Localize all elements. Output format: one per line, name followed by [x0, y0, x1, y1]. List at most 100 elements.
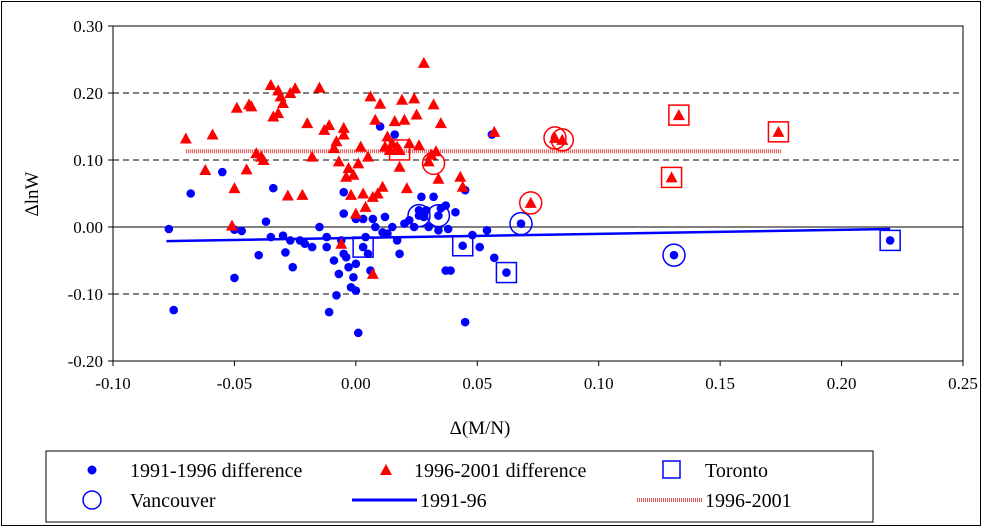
red-triangle [398, 113, 411, 125]
blue-dot [324, 307, 334, 317]
red-triangle [410, 108, 423, 120]
blue-dot [344, 262, 353, 272]
red-triangle [330, 135, 343, 147]
vancouver-circle [550, 128, 575, 152]
x-tick-label: 0.20 [827, 374, 857, 393]
red-triangle [245, 100, 258, 112]
red-triangle [277, 97, 289, 109]
blue-dot [383, 229, 392, 238]
red-triangle [352, 157, 365, 169]
red-triangle [206, 128, 219, 140]
legend-marker-red-triangle [380, 464, 392, 475]
legend-label-toronto: Toronto [705, 460, 768, 482]
red-triangle [306, 150, 319, 162]
x-tick-label: -0.05 [217, 374, 252, 393]
blue-dot [339, 187, 349, 197]
red-triangle [772, 125, 785, 137]
red-triangle [456, 180, 469, 192]
red-triangle [393, 143, 406, 155]
red-triangle [371, 187, 384, 199]
red-triangle [672, 109, 685, 121]
legend-marker-vancouver-circle [82, 490, 102, 510]
red-triangle [432, 172, 445, 184]
red-triangle [388, 115, 401, 127]
vancouver-circle [421, 151, 446, 176]
y-tick-label: 0.00 [73, 218, 103, 237]
red-triangle [335, 237, 348, 249]
red-triangle [337, 128, 350, 140]
x-tick-label: 0.00 [341, 374, 371, 393]
blue-dot [322, 232, 332, 242]
blue-dot [489, 253, 499, 263]
blue-dot [885, 236, 895, 245]
red-triangle [230, 101, 243, 113]
red-triangle [272, 107, 285, 119]
red-triangle [347, 168, 360, 180]
red-triangle [413, 139, 425, 151]
red-triangle [376, 180, 389, 192]
red-triangle [374, 97, 387, 109]
red-triangle [366, 267, 379, 279]
x-tick-label: 0.15 [705, 374, 735, 393]
blue-dot [358, 242, 368, 252]
blue-dot [268, 183, 278, 193]
blue-dot [443, 224, 453, 234]
red-triangle [369, 113, 382, 125]
blue-dot [164, 224, 174, 234]
red-triangle [289, 82, 302, 94]
y-tick-labels: 0.30 0.20 0.10 0.00 -0.10 -0.20 [68, 17, 103, 371]
red-triangle [264, 78, 277, 90]
legend: 1991-1996 difference 1996-2001 differenc… [82, 460, 792, 512]
blue-dot [475, 242, 485, 252]
red-triangle [301, 117, 314, 129]
red-triangle [267, 110, 280, 122]
toronto-square [668, 104, 690, 126]
red-triangle [417, 56, 430, 68]
red-triangle [281, 189, 294, 201]
y-tick-label: -0.20 [68, 352, 103, 371]
red-triangle [359, 200, 372, 212]
red-triangle [357, 187, 370, 199]
blue-dot [334, 269, 344, 279]
red-triangle [488, 125, 501, 137]
blue-dot [370, 222, 380, 232]
blue-dot [339, 209, 349, 218]
blue-dot [315, 222, 324, 232]
red-triangle [328, 141, 340, 153]
blue-dot [451, 207, 460, 217]
blue-dot [395, 249, 404, 259]
blue-dot [285, 236, 295, 245]
legend-label-1996-2001-difference: 1996-2001 difference [414, 460, 586, 482]
red-triangle [393, 160, 406, 172]
vancouver-circle [426, 203, 451, 228]
blue-dot [230, 273, 239, 283]
red-triangle [332, 155, 345, 167]
red-triangle [179, 132, 192, 144]
blue-dot [434, 211, 443, 220]
toronto-square [388, 139, 411, 161]
blue-dot [341, 252, 351, 262]
blue-dot [424, 222, 434, 232]
blue-dot [669, 250, 679, 260]
city-markers [352, 104, 901, 284]
blue-dot [434, 226, 443, 235]
grid-lines [108, 25, 964, 366]
red-triangle [354, 140, 367, 152]
blue-dot [502, 268, 511, 277]
blue-dot [353, 328, 363, 338]
blue-dot [254, 250, 264, 260]
red-triangle [524, 196, 537, 208]
x-tick-label: 0.10 [584, 374, 614, 393]
vancouver-circle [509, 211, 533, 236]
blue-dot [458, 241, 468, 251]
blue-dot [329, 256, 339, 265]
blue-dot [392, 236, 402, 245]
legend-label-1996-2001: 1996-2001 [705, 490, 792, 512]
blue-dot [363, 249, 373, 259]
red-triangle [427, 98, 440, 110]
red-triangle [400, 182, 413, 194]
red-triangle [228, 182, 241, 194]
vancouver-circle [662, 243, 686, 267]
